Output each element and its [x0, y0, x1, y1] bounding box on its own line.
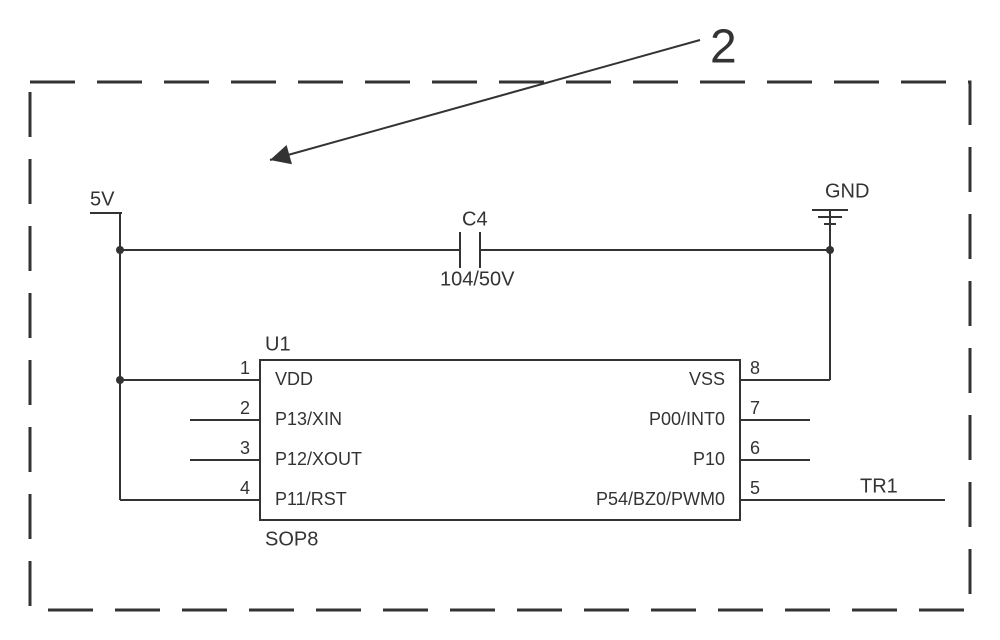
svg-text:P54/BZ0/PWM0: P54/BZ0/PWM0	[596, 489, 725, 509]
svg-text:P11/RST: P11/RST	[275, 489, 347, 509]
svg-text:7: 7	[750, 398, 760, 418]
svg-text:2: 2	[710, 21, 737, 74]
svg-text:C4: C4	[462, 208, 488, 230]
svg-text:GND: GND	[825, 180, 869, 202]
svg-text:4: 4	[240, 478, 250, 498]
svg-text:3: 3	[240, 438, 250, 458]
svg-text:TR1: TR1	[860, 475, 898, 497]
svg-text:104/50V: 104/50V	[440, 268, 515, 290]
svg-text:P13/XIN: P13/XIN	[275, 409, 342, 429]
svg-text:P10: P10	[693, 449, 725, 469]
svg-text:1: 1	[240, 358, 250, 378]
svg-text:2: 2	[240, 398, 250, 418]
svg-text:VSS: VSS	[689, 369, 725, 389]
svg-text:8: 8	[750, 358, 760, 378]
svg-text:6: 6	[750, 438, 760, 458]
svg-text:VDD: VDD	[275, 369, 313, 389]
svg-text:P12/XOUT: P12/XOUT	[275, 449, 362, 469]
svg-text:U1: U1	[265, 333, 291, 355]
svg-text:5V: 5V	[90, 188, 115, 210]
svg-text:P00/INT0: P00/INT0	[649, 409, 725, 429]
svg-text:SOP8: SOP8	[265, 528, 318, 550]
svg-text:5: 5	[750, 478, 760, 498]
